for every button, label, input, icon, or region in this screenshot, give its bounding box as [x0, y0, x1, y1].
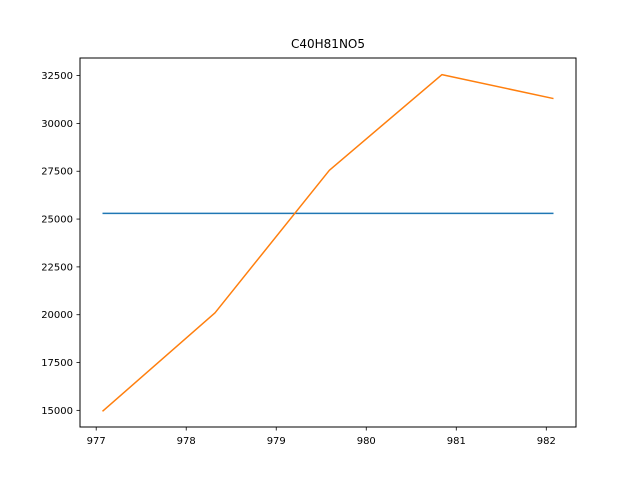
y-tick-label: 32500	[41, 71, 73, 82]
y-tick-label: 17500	[41, 358, 73, 369]
y-tick-label: 15000	[41, 406, 73, 417]
x-tick-label: 981	[447, 436, 466, 447]
y-tick-label: 25000	[41, 215, 73, 226]
y-axis: 15000 17500 20000 22500 25000 27500 30000 32500	[41, 71, 80, 417]
y-tick-label: 22500	[41, 262, 73, 273]
plot-background	[80, 58, 576, 427]
x-axis: 977 978 979 980 981 982	[87, 427, 556, 447]
series-line-2	[102, 73, 554, 412]
chart-title: C40H81NO5	[291, 37, 365, 51]
x-tick-label: 979	[267, 436, 286, 447]
plot-frame	[79, 57, 577, 428]
y-tick-label: 20000	[41, 310, 73, 321]
x-tick-label: 978	[177, 436, 196, 447]
x-tick-label: 980	[357, 436, 376, 447]
x-tick-label: 977	[87, 436, 106, 447]
series-layer	[102, 73, 554, 412]
x-tick-label: 982	[537, 436, 556, 447]
y-tick-label: 30000	[41, 119, 73, 130]
y-tick-label: 27500	[41, 167, 73, 178]
